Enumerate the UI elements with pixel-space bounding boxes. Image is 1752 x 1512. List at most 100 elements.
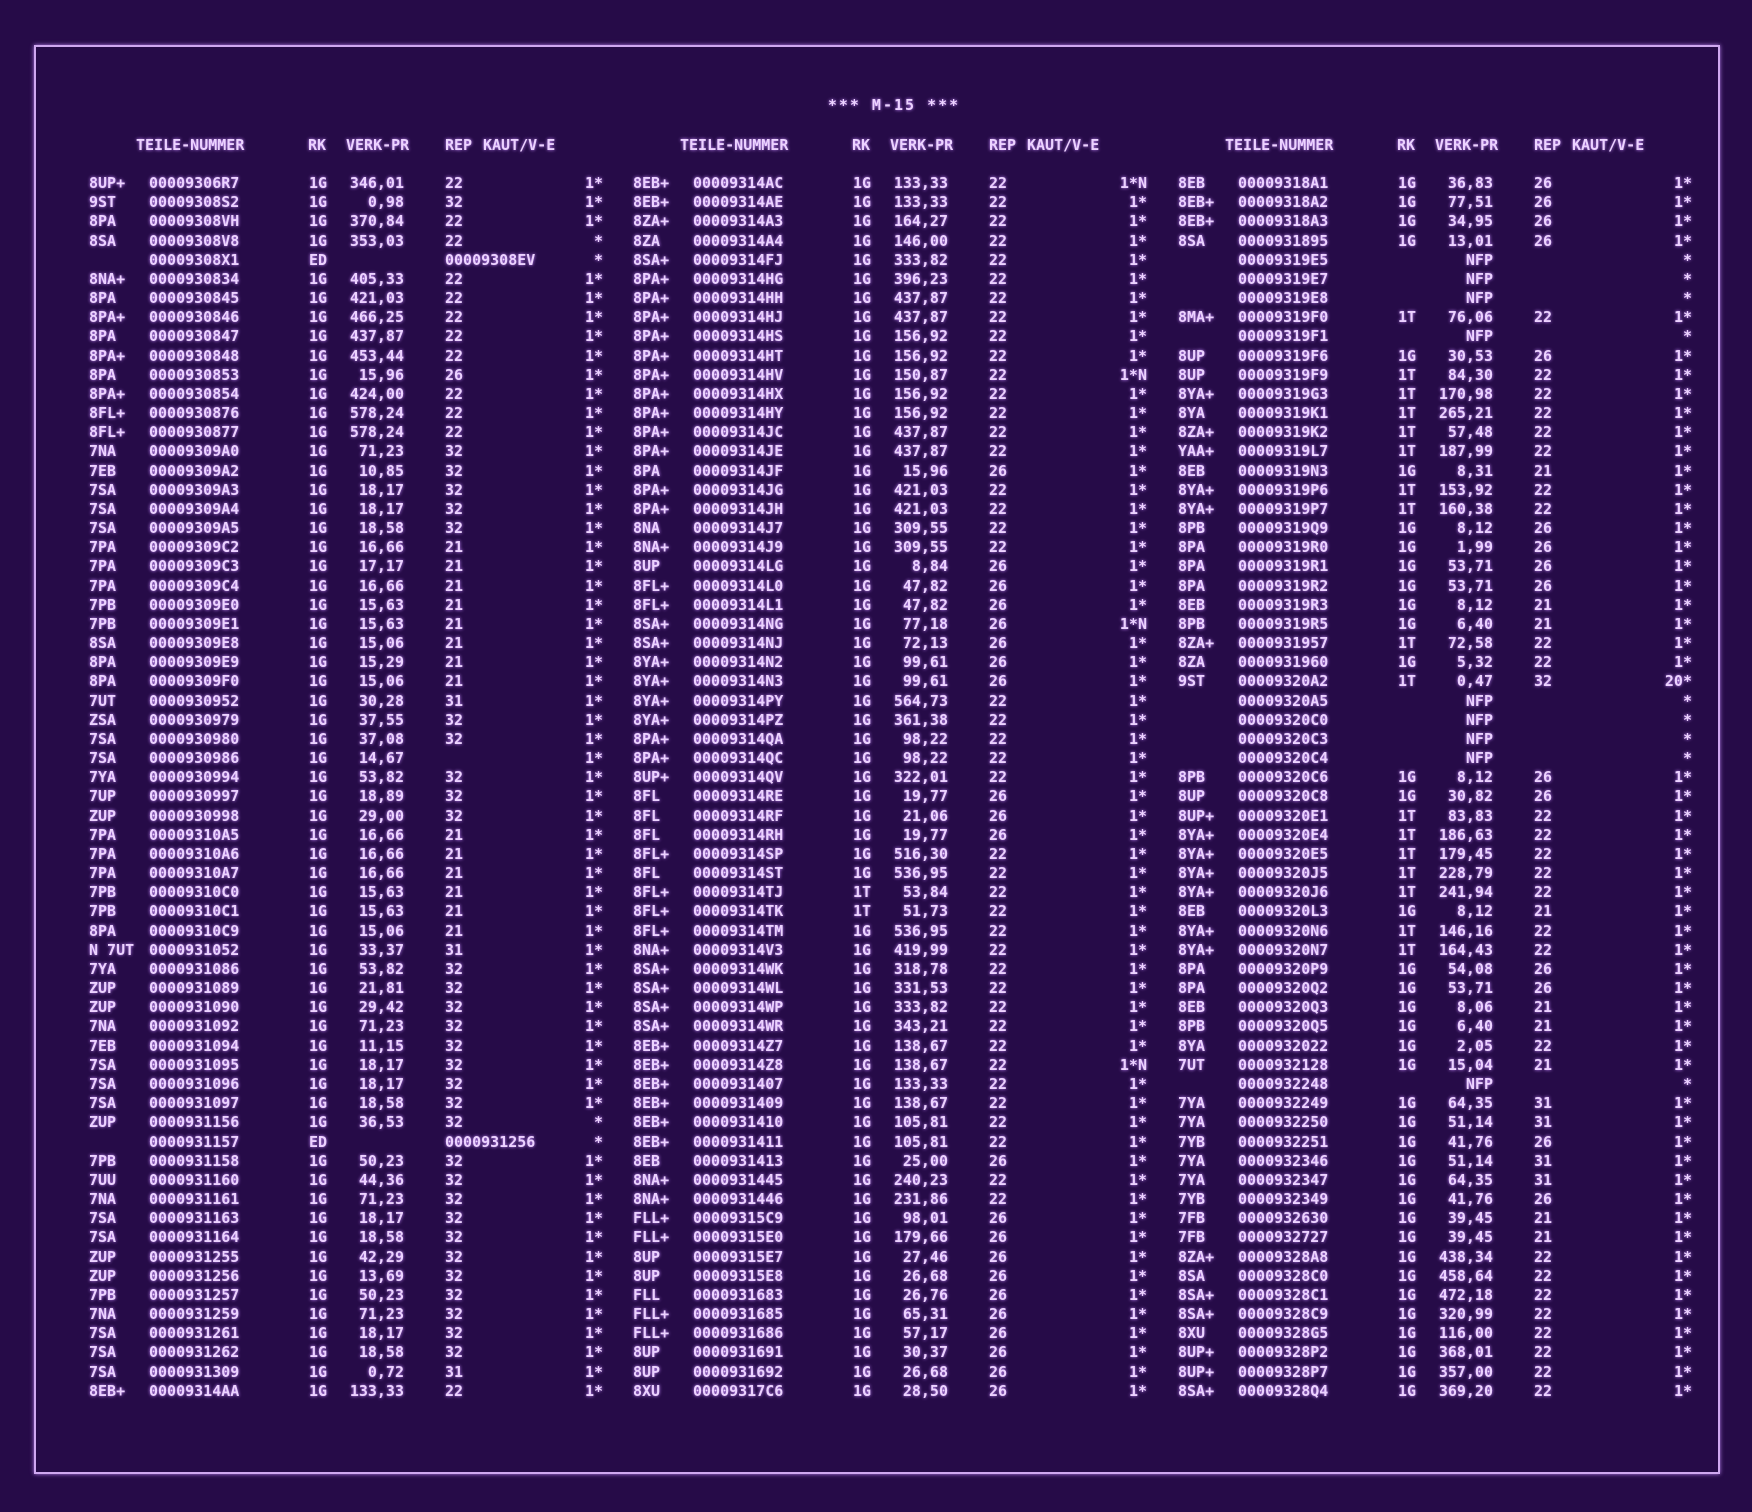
price: 11,15 bbox=[358, 1036, 404, 1055]
kaut: 1* bbox=[584, 269, 603, 288]
part-code: 8FL+ bbox=[89, 423, 126, 442]
rk: 1G bbox=[1398, 1094, 1417, 1113]
kaut: 1* bbox=[1128, 480, 1147, 499]
rep: 31 bbox=[445, 940, 464, 959]
kaut: 1* bbox=[1128, 1170, 1147, 1189]
price: 18,89 bbox=[358, 787, 404, 806]
rk: 1G bbox=[853, 1151, 872, 1170]
part-code: 8NA+ bbox=[89, 269, 126, 288]
kaut: 1* bbox=[1128, 327, 1147, 346]
kaut: 1* bbox=[1673, 174, 1692, 192]
rep: 22 bbox=[989, 250, 1008, 269]
part-number: 00009314A3 bbox=[693, 212, 784, 231]
kaut: 1* bbox=[1128, 1151, 1147, 1170]
price: 333,82 bbox=[893, 998, 948, 1017]
rk: 1G bbox=[853, 442, 872, 461]
part-number: 0000931683 bbox=[693, 1285, 784, 1304]
price: 156,92 bbox=[893, 404, 948, 423]
part-code: 8UP bbox=[633, 1247, 661, 1266]
rk: 1G bbox=[309, 231, 328, 250]
column-header: RK bbox=[852, 136, 871, 154]
price: 146,00 bbox=[893, 231, 948, 250]
part-code: 7SA bbox=[89, 519, 117, 538]
part-code: 8UP+ bbox=[1178, 1362, 1215, 1381]
part-code: 7SA bbox=[89, 499, 117, 518]
price: 424,00 bbox=[349, 384, 404, 403]
part-code: 8PA bbox=[633, 461, 661, 480]
price: NFP bbox=[1465, 691, 1493, 710]
rk: 1G bbox=[853, 1266, 872, 1285]
price: NFP bbox=[1465, 289, 1493, 308]
rk: 1G bbox=[309, 423, 328, 442]
rep: 22 bbox=[1534, 442, 1553, 461]
rk: 1G bbox=[309, 289, 328, 308]
rep: 22 bbox=[1534, 864, 1553, 883]
rep: 22 bbox=[989, 902, 1008, 921]
rep: 22 bbox=[1534, 365, 1553, 384]
rep: 32 bbox=[445, 998, 464, 1017]
kaut: 1* bbox=[1673, 864, 1692, 883]
rep: 22 bbox=[989, 174, 1008, 192]
kaut: 1* bbox=[1128, 1228, 1147, 1247]
part-code: 8NA+ bbox=[633, 1190, 670, 1208]
kaut: 1* bbox=[1128, 672, 1147, 691]
kaut: 1* bbox=[1673, 959, 1692, 978]
rep: 31 bbox=[445, 691, 464, 710]
kaut: 1* bbox=[1128, 921, 1147, 940]
rep: 32 bbox=[445, 787, 464, 806]
kaut: 1* bbox=[1128, 595, 1147, 614]
rep: 21 bbox=[445, 864, 464, 883]
part-number: 00009314TK bbox=[693, 902, 784, 921]
part-code: 8SA+ bbox=[633, 250, 670, 269]
rk: 1G bbox=[853, 423, 872, 442]
part-number: 0000931256 bbox=[149, 1266, 240, 1285]
part-number: 00009314QA bbox=[693, 729, 784, 748]
price: 41,76 bbox=[1447, 1132, 1493, 1151]
price: 8,84 bbox=[911, 557, 948, 576]
kaut: 1* bbox=[584, 346, 603, 365]
kaut: 1* bbox=[584, 519, 603, 538]
kaut: 1* bbox=[1673, 557, 1692, 576]
price: NFP bbox=[1465, 269, 1493, 288]
kaut: 1* bbox=[584, 1228, 603, 1247]
kaut: 1* bbox=[1128, 1285, 1147, 1304]
part-number: 00009310A5 bbox=[149, 825, 240, 844]
part-code: 7YA bbox=[1178, 1170, 1206, 1189]
price: 26,68 bbox=[902, 1266, 948, 1285]
price: 437,87 bbox=[349, 327, 404, 346]
part-number: 00009314HY bbox=[693, 404, 784, 423]
kaut: 1* bbox=[584, 864, 603, 883]
kaut: 1* bbox=[584, 1381, 603, 1400]
rep: 22 bbox=[989, 480, 1008, 499]
part-code: 7SA bbox=[89, 1055, 117, 1074]
rk: 1G bbox=[853, 1074, 872, 1093]
price: 8,12 bbox=[1456, 902, 1493, 921]
part-code: 8UP bbox=[1178, 346, 1206, 365]
kaut: 1* bbox=[1673, 595, 1692, 614]
rk: 1G bbox=[1398, 1247, 1417, 1266]
part-number: 00009319Q9 bbox=[1238, 519, 1329, 538]
rep: 26 bbox=[989, 614, 1008, 633]
kaut: 1* bbox=[1128, 384, 1147, 403]
price: 17,17 bbox=[358, 557, 404, 576]
part-code: 8YA+ bbox=[1178, 883, 1215, 902]
part-number: 00009320P9 bbox=[1238, 959, 1329, 978]
rep: 22 bbox=[989, 365, 1008, 384]
kaut: 1* bbox=[1673, 653, 1692, 672]
part-number: 00009314NG bbox=[693, 614, 784, 633]
part-number: 00009320C8 bbox=[1238, 787, 1329, 806]
rep: 22 bbox=[989, 749, 1008, 768]
part-code: 8NA bbox=[633, 519, 661, 538]
kaut: 1* bbox=[584, 1094, 603, 1113]
part-number: 0000930848 bbox=[149, 346, 240, 365]
kaut: 1* bbox=[1673, 384, 1692, 403]
rk: 1G bbox=[1398, 1017, 1417, 1036]
rep: 21 bbox=[1534, 1017, 1553, 1036]
price: 2,05 bbox=[1456, 1036, 1493, 1055]
part-code: 8EB+ bbox=[633, 1074, 670, 1093]
part-code: FLL+ bbox=[633, 1209, 670, 1228]
part-code: 8PA+ bbox=[633, 346, 670, 365]
rk: 1G bbox=[853, 634, 872, 653]
price: 25,00 bbox=[902, 1151, 948, 1170]
kaut: 1* bbox=[1128, 193, 1147, 212]
